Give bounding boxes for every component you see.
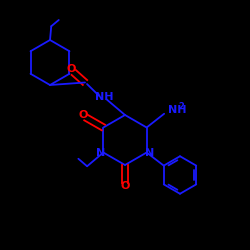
Text: O: O (66, 64, 76, 74)
Text: N: N (96, 148, 105, 158)
Text: NH: NH (94, 92, 113, 102)
Text: O: O (78, 110, 88, 120)
Text: O: O (120, 181, 130, 191)
Text: NH: NH (168, 105, 186, 115)
Text: N: N (145, 148, 154, 158)
Text: 2: 2 (178, 102, 184, 111)
